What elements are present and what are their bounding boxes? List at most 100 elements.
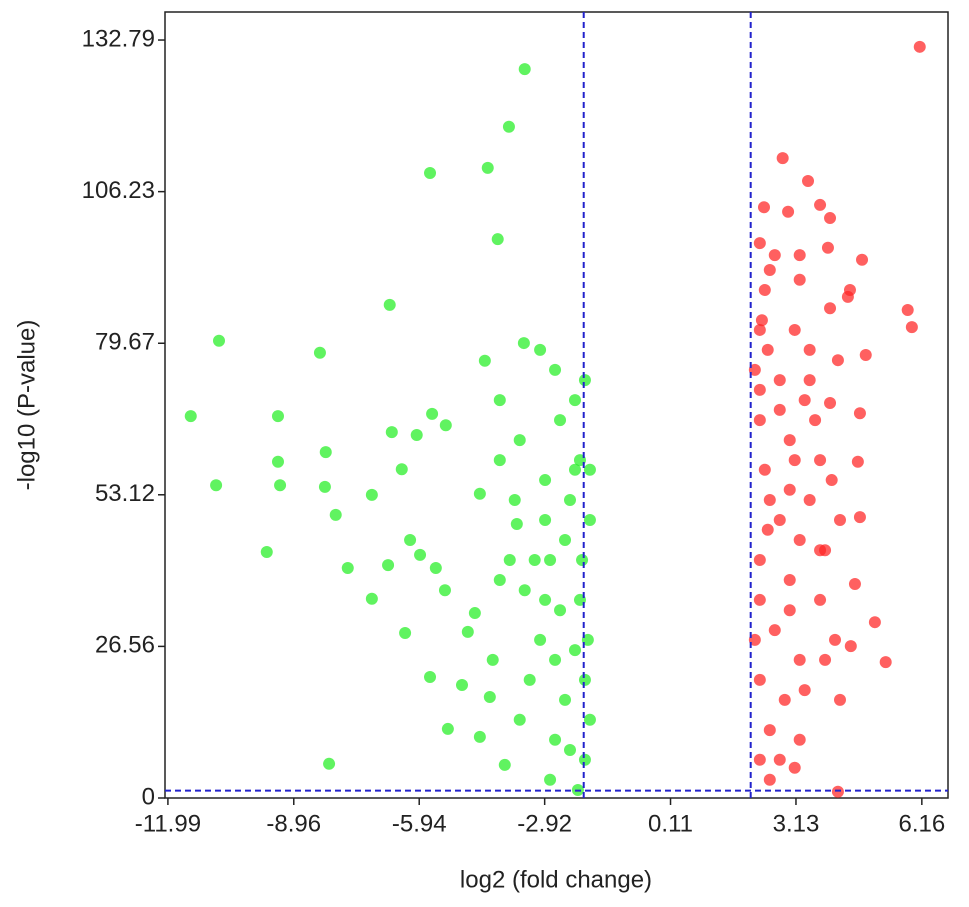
x-tick-label: 3.13 bbox=[773, 810, 820, 837]
point bbox=[798, 394, 811, 407]
point bbox=[493, 394, 506, 407]
point bbox=[578, 374, 591, 387]
point bbox=[753, 237, 766, 250]
x-tick-label: 6.16 bbox=[898, 810, 945, 837]
point bbox=[773, 403, 786, 416]
point bbox=[559, 693, 572, 706]
point bbox=[493, 454, 506, 467]
y-tick-label: 132.79 bbox=[82, 25, 155, 52]
point bbox=[763, 773, 776, 786]
plot-frame bbox=[164, 11, 949, 799]
point bbox=[758, 283, 771, 296]
point bbox=[788, 454, 801, 467]
point bbox=[429, 561, 442, 574]
point bbox=[793, 249, 806, 262]
point bbox=[783, 434, 796, 447]
point bbox=[782, 205, 795, 218]
point bbox=[814, 544, 827, 557]
point bbox=[559, 533, 572, 546]
point bbox=[518, 63, 531, 76]
point bbox=[763, 724, 776, 737]
point bbox=[491, 233, 504, 246]
point bbox=[901, 303, 914, 316]
point bbox=[578, 753, 591, 766]
point bbox=[568, 644, 581, 657]
point bbox=[761, 523, 774, 536]
x-tick-label: -5.94 bbox=[392, 810, 447, 837]
point bbox=[753, 383, 766, 396]
point bbox=[753, 414, 766, 427]
point bbox=[544, 553, 557, 566]
point bbox=[426, 407, 439, 420]
point bbox=[414, 548, 427, 561]
point bbox=[814, 593, 827, 606]
point bbox=[803, 343, 816, 356]
point bbox=[814, 454, 827, 467]
point bbox=[793, 733, 806, 746]
point bbox=[513, 713, 526, 726]
point bbox=[184, 410, 197, 423]
x-axis-title: log2 (fold change) bbox=[460, 866, 652, 893]
point bbox=[341, 561, 354, 574]
point bbox=[528, 553, 541, 566]
point bbox=[382, 559, 395, 572]
point bbox=[323, 757, 336, 770]
point bbox=[778, 693, 791, 706]
point bbox=[385, 426, 398, 439]
point bbox=[814, 198, 827, 211]
x-tick-label: 0.11 bbox=[648, 810, 693, 837]
point bbox=[755, 314, 768, 327]
point bbox=[510, 518, 523, 531]
point bbox=[753, 323, 766, 336]
point bbox=[783, 604, 796, 617]
point bbox=[773, 753, 786, 766]
point bbox=[319, 446, 332, 459]
point bbox=[819, 653, 832, 666]
point bbox=[539, 593, 552, 606]
point bbox=[879, 656, 892, 669]
point bbox=[517, 337, 530, 350]
point bbox=[539, 514, 552, 527]
point bbox=[776, 152, 789, 165]
point bbox=[424, 670, 437, 683]
point bbox=[824, 397, 837, 410]
point bbox=[395, 463, 408, 476]
point bbox=[456, 678, 468, 691]
point bbox=[498, 758, 511, 771]
point bbox=[399, 627, 412, 640]
point bbox=[481, 161, 494, 174]
point bbox=[513, 434, 526, 447]
point bbox=[534, 343, 547, 356]
point bbox=[868, 616, 881, 629]
point bbox=[821, 241, 834, 254]
point bbox=[763, 264, 776, 277]
point bbox=[483, 690, 496, 703]
point bbox=[768, 624, 781, 637]
point bbox=[441, 722, 454, 735]
point bbox=[803, 374, 816, 387]
point bbox=[748, 363, 761, 376]
point bbox=[271, 410, 284, 423]
point bbox=[788, 323, 801, 336]
point bbox=[783, 573, 796, 586]
point bbox=[583, 514, 596, 527]
point bbox=[213, 334, 225, 347]
point bbox=[404, 533, 417, 546]
point bbox=[856, 253, 869, 266]
point bbox=[583, 713, 596, 726]
point bbox=[848, 577, 861, 590]
point bbox=[549, 363, 562, 376]
point bbox=[788, 761, 801, 774]
point bbox=[210, 479, 223, 492]
x-tick-label: -11.99 bbox=[135, 810, 201, 837]
point bbox=[554, 414, 567, 427]
point bbox=[834, 514, 846, 527]
point bbox=[274, 479, 287, 492]
point bbox=[576, 553, 589, 566]
point bbox=[539, 474, 552, 487]
point bbox=[271, 455, 284, 468]
point bbox=[803, 494, 816, 507]
point bbox=[851, 455, 864, 468]
point bbox=[549, 733, 562, 746]
